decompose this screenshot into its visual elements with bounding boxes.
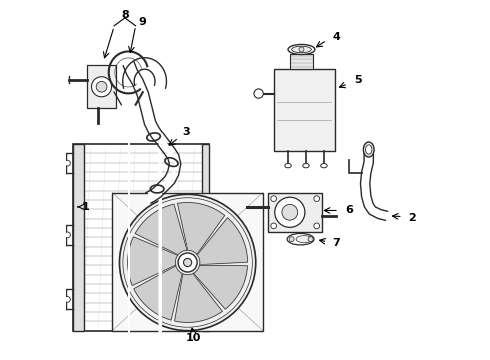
Ellipse shape <box>320 163 327 168</box>
Ellipse shape <box>288 44 315 54</box>
Polygon shape <box>177 203 225 255</box>
Ellipse shape <box>303 163 309 168</box>
Circle shape <box>184 258 192 266</box>
Circle shape <box>254 89 263 98</box>
Circle shape <box>314 196 319 202</box>
Bar <box>87 65 116 108</box>
Text: 4: 4 <box>333 32 341 41</box>
Circle shape <box>275 197 305 227</box>
Bar <box>290 54 313 69</box>
Text: 10: 10 <box>185 333 201 343</box>
Text: 8: 8 <box>121 10 129 20</box>
Circle shape <box>178 253 197 272</box>
Circle shape <box>92 77 112 97</box>
Bar <box>73 144 84 330</box>
Text: 5: 5 <box>354 75 362 85</box>
Text: 1: 1 <box>81 202 89 212</box>
Circle shape <box>299 47 304 52</box>
Circle shape <box>271 196 276 202</box>
Circle shape <box>308 237 313 242</box>
Circle shape <box>96 81 107 92</box>
Text: 6: 6 <box>345 206 353 216</box>
Polygon shape <box>135 204 187 255</box>
Polygon shape <box>174 274 222 323</box>
Polygon shape <box>197 218 247 265</box>
Circle shape <box>289 237 294 242</box>
Circle shape <box>282 204 298 220</box>
Text: 7: 7 <box>332 238 340 248</box>
Ellipse shape <box>287 233 314 245</box>
Ellipse shape <box>292 46 311 53</box>
Circle shape <box>271 223 276 229</box>
Circle shape <box>314 223 319 229</box>
Polygon shape <box>194 265 247 309</box>
Ellipse shape <box>285 163 291 168</box>
Circle shape <box>65 232 71 238</box>
Circle shape <box>120 194 256 330</box>
Bar <box>202 144 209 330</box>
Text: 9: 9 <box>139 17 147 27</box>
Text: 3: 3 <box>182 127 190 136</box>
Circle shape <box>65 297 71 302</box>
Polygon shape <box>134 266 182 320</box>
Ellipse shape <box>296 235 312 243</box>
Circle shape <box>65 160 71 166</box>
Bar <box>274 69 335 151</box>
Bar <box>269 193 322 232</box>
Text: 2: 2 <box>408 213 416 222</box>
Bar <box>73 144 209 330</box>
Polygon shape <box>128 237 178 285</box>
Bar <box>112 193 263 330</box>
Ellipse shape <box>364 142 374 157</box>
Ellipse shape <box>366 145 372 154</box>
